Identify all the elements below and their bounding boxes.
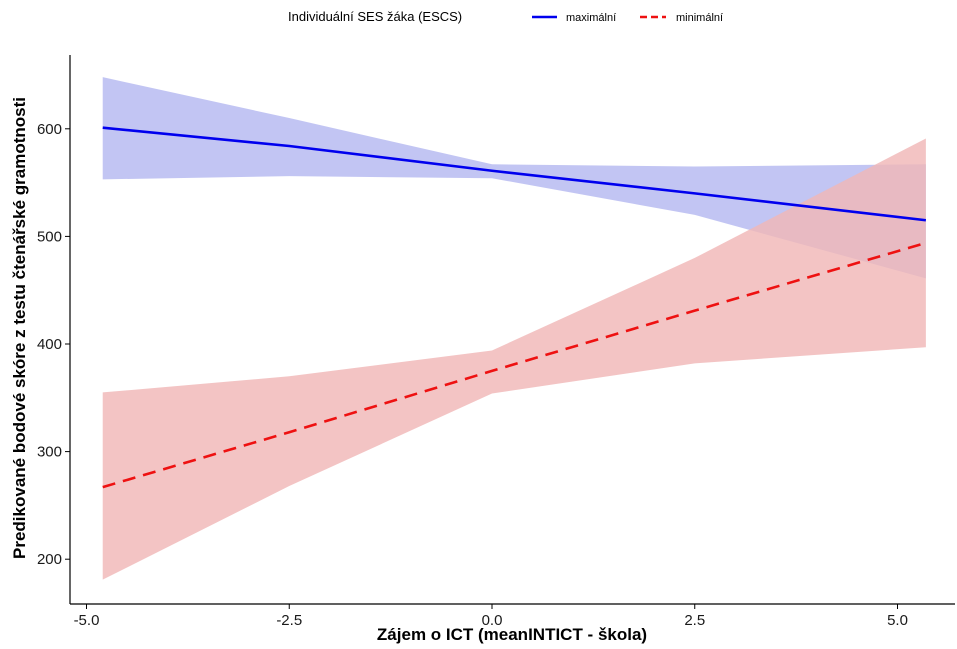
x-tick-label: -2.5: [276, 612, 302, 629]
fit-line-maximalni: [102, 126, 927, 222]
x-tick-label: 2.5: [684, 612, 705, 629]
confidence-band-minimalni: [102, 138, 926, 580]
x-tick-label: 5.0: [887, 612, 908, 629]
x-tick-label: -5.0: [74, 612, 100, 629]
legend-label-maximalni: maximální: [566, 12, 616, 24]
x-axis-ticks: -5.0 -2.5 0.0 2.5 5.0: [74, 604, 908, 629]
x-axis-title: Zájem o ICT (meanINTICT - škola): [377, 625, 647, 644]
x-tick-label: 0.0: [482, 612, 503, 629]
plot-area: [102, 77, 927, 580]
confidence-bands: [102, 77, 926, 580]
y-tick-label: 300: [37, 444, 62, 461]
fit-line-minimalni: [102, 241, 927, 489]
legend-title: Individuální SES žáka (ESCS): [288, 9, 462, 24]
y-tick-label: 400: [37, 336, 62, 353]
legend-label-minimalni: minimální: [676, 12, 723, 24]
y-tick-label: 500: [37, 228, 62, 245]
y-axis-ticks: 200 300 400 500 600: [37, 121, 70, 568]
y-tick-label: 200: [37, 551, 62, 568]
legend: Individuální SES žáka (ESCS) maximální m…: [288, 9, 723, 24]
confidence-band-maximalni: [102, 77, 926, 279]
y-tick-label: 600: [37, 121, 62, 138]
y-axis-title: Predikované bodové skóre z testu čtenářs…: [10, 97, 29, 559]
fit-lines: [102, 126, 927, 489]
